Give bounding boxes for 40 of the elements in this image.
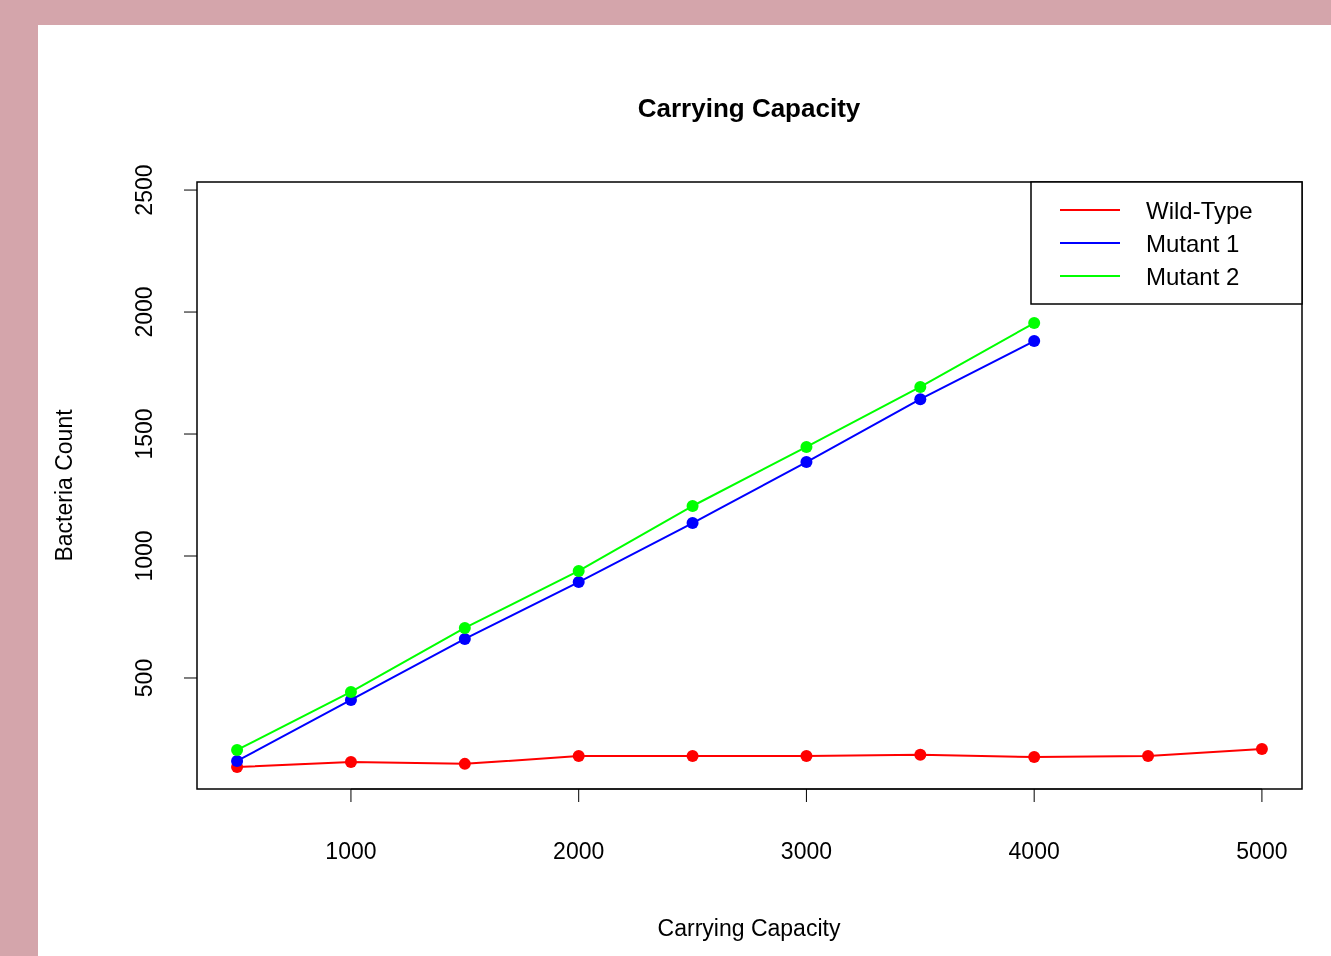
y-tick-label: 2000 [131,286,157,338]
point [231,743,244,756]
x-tick-label: 3000 [780,838,833,864]
point [458,757,471,770]
point [800,456,813,469]
point [800,440,813,453]
y-tick-label: 500 [131,658,157,698]
legend-label: Mutant 1 [1146,230,1240,257]
point [686,499,699,512]
legend-label: Mutant 2 [1146,263,1240,290]
x-tick-label: 5000 [1236,838,1288,864]
y-tick-label: 1500 [131,408,157,460]
point [686,517,699,530]
point [231,754,244,767]
x-axis-title: Carrying Capacity [657,915,841,941]
x-tick-label: 1000 [325,838,377,864]
y-axis-title: Bacteria Count [51,408,77,562]
point [914,748,927,761]
point [686,750,699,763]
point [458,632,471,645]
point [344,685,357,698]
point [572,750,585,763]
chart-title: Carrying Capacity [637,93,861,123]
point [458,621,471,634]
point [1028,317,1041,330]
x-tick-label: 2000 [553,838,605,864]
legend-label: Wild-Type [1146,197,1253,224]
y-tick-label: 1000 [131,530,157,582]
point [1028,335,1041,348]
point [572,576,585,589]
x-tick-label: 4000 [1008,838,1060,864]
point [1142,750,1155,763]
point [1028,751,1041,764]
point [344,755,357,768]
point [1255,742,1268,755]
point [572,564,585,577]
y-tick-label: 2500 [131,164,157,216]
point [914,393,927,406]
point [800,750,813,763]
point [914,380,927,393]
